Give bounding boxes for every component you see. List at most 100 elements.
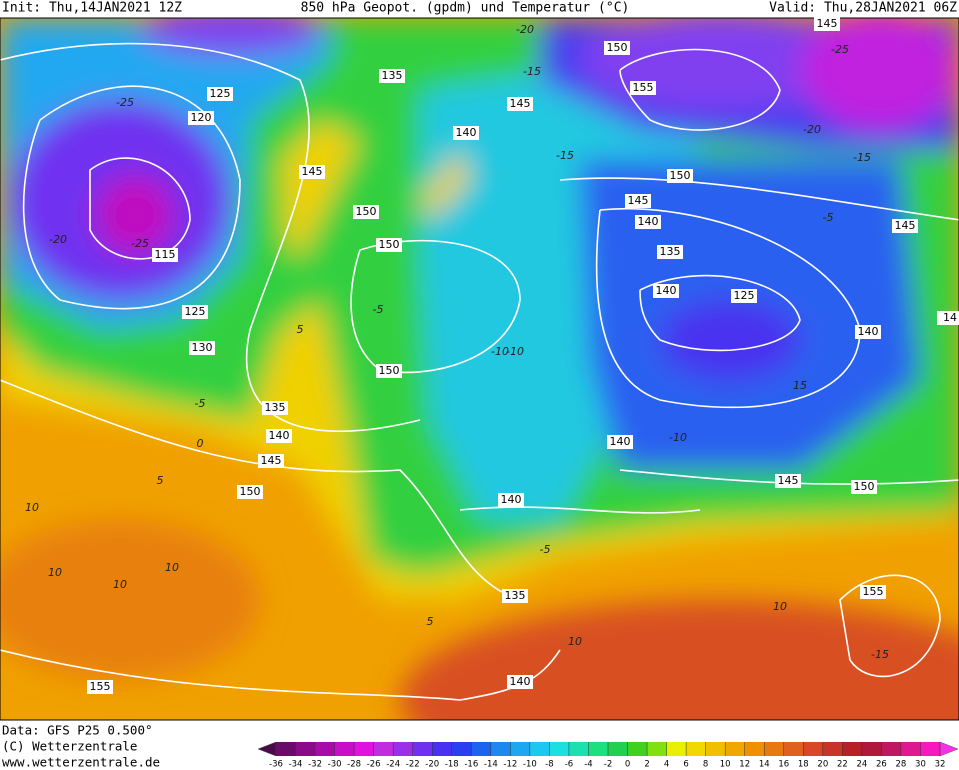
colorbar-swatch: [881, 742, 902, 756]
geopotential-label: 135: [660, 245, 681, 258]
copyright: (C) Wetterzentrale: [2, 739, 137, 754]
label-box: [207, 87, 233, 101]
colorbar-tick-label: -34: [289, 760, 303, 770]
colorbar-tick-label: -28: [347, 760, 361, 770]
geopotential-label: 115: [155, 248, 176, 261]
temperature-label: 10: [25, 501, 39, 514]
colorbar-swatch: [822, 742, 843, 756]
colorbar-tick-label: 28: [896, 760, 907, 770]
colorbar-tick-label: -6: [565, 760, 573, 770]
temperature-label: -5: [823, 211, 834, 224]
colorbar-tick-label: -14: [484, 760, 498, 770]
colorbar-swatch: [334, 742, 355, 756]
colorbar-swatch: [783, 742, 804, 756]
temperature-label: -25: [831, 43, 849, 56]
geopotential-label: 140: [656, 284, 677, 297]
colorbar-swatch: [861, 742, 882, 756]
colorbar-swatch: [354, 742, 375, 756]
geopotential-label: 120: [191, 111, 212, 124]
colorbar-swatch: [803, 742, 824, 756]
label-box: [237, 485, 263, 499]
temperature-label: -20: [49, 233, 67, 246]
label-box: [507, 97, 533, 111]
geopotential-label: 125: [185, 305, 206, 318]
colorbar-tick-label: 16: [778, 760, 789, 770]
temperature-label: -10: [669, 431, 687, 444]
label-box: [607, 435, 633, 449]
geopotential-label: 125: [210, 87, 231, 100]
geopotential-label: 145: [510, 97, 531, 110]
geopotential-label: 140: [269, 429, 290, 442]
temperature-label: -15: [556, 149, 574, 162]
label-box: [667, 169, 693, 183]
temperature-label: -10: [506, 345, 524, 358]
colorbar-tick-label: 12: [739, 760, 750, 770]
label-box: [258, 454, 284, 468]
label-box: [266, 429, 292, 443]
colorbar-swatch: [451, 742, 472, 756]
temperature-label: 5: [297, 323, 304, 336]
colorbar-tick-label: -10: [523, 760, 537, 770]
geopotential-label: 150: [379, 238, 400, 251]
geopotential-label: 145: [778, 474, 799, 487]
geopotential-label: 125: [734, 289, 755, 302]
label-box: [182, 305, 208, 319]
label-box: [453, 126, 479, 140]
colorbar-tick-label: 26: [876, 760, 887, 770]
temperature-label: 10: [165, 561, 179, 574]
colorbar-swatch: [412, 742, 433, 756]
geopotential-label: 145: [261, 454, 282, 467]
temperature-label: -15: [523, 65, 541, 78]
colorbar-swatch: [647, 742, 668, 756]
label-box: [152, 248, 178, 262]
colorbar-swatch: [510, 742, 531, 756]
colorbar-tick-label: 2: [644, 760, 649, 770]
label-box: [87, 680, 113, 694]
colorbar-swatch: [725, 742, 746, 756]
label-box: [855, 325, 881, 339]
colorbar-swatch: [315, 742, 336, 756]
temperature-field: [0, 18, 959, 720]
label-box: [262, 401, 288, 415]
colorbar-swatch: [764, 742, 785, 756]
colorbar-tick-label: -12: [503, 760, 517, 770]
temperature-label: -15: [871, 648, 889, 661]
colorbar-swatch: [744, 742, 765, 756]
map-title: 850 hPa Geopot. (gpdm) und Temperatur (°…: [301, 1, 630, 16]
colorbar-swatch: [920, 742, 941, 756]
geopotential-label: 145: [302, 165, 323, 178]
geopotential-contours: [0, 42, 959, 701]
colorbar-swatch: [549, 742, 570, 756]
geopotential-label: 140: [501, 493, 522, 506]
temperature-label: 0: [197, 437, 204, 450]
colorbar-tick-label: -18: [445, 760, 459, 770]
colorbar-tick-label: -22: [406, 760, 420, 770]
label-box: [188, 111, 214, 125]
geopotential-label: 155: [633, 81, 654, 94]
geopotential-label: 135: [505, 589, 526, 602]
colorbar-tick-label: 32: [935, 760, 946, 770]
geopotential-label: 140: [510, 675, 531, 688]
colorbar-tick-label: 10: [720, 760, 731, 770]
geopotential-label: 140: [456, 126, 477, 139]
data-source: Data: GFS P25 0.500°: [2, 723, 153, 738]
colorbar-swatch: [900, 742, 921, 756]
colorbar-swatch: [471, 742, 492, 756]
label-box: [937, 311, 959, 325]
colorbar-tick-label: -32: [308, 760, 322, 770]
temperature-label: 10: [113, 578, 127, 591]
colorbar-swatch: [568, 742, 589, 756]
colorbar-tick-label: -2: [604, 760, 612, 770]
temperature-label: -5: [540, 543, 551, 556]
colorbar-swatch: [627, 742, 648, 756]
colorbar-swatch: [490, 742, 511, 756]
label-box: [376, 364, 402, 378]
colorbar-swatch: [373, 742, 394, 756]
geopotential-label: 135: [382, 69, 403, 82]
colorbar-tick-label: -24: [386, 760, 400, 770]
colorbar-tick-label: 22: [837, 760, 848, 770]
label-box: [604, 41, 630, 55]
label-box: [851, 480, 877, 494]
label-box: [353, 205, 379, 219]
